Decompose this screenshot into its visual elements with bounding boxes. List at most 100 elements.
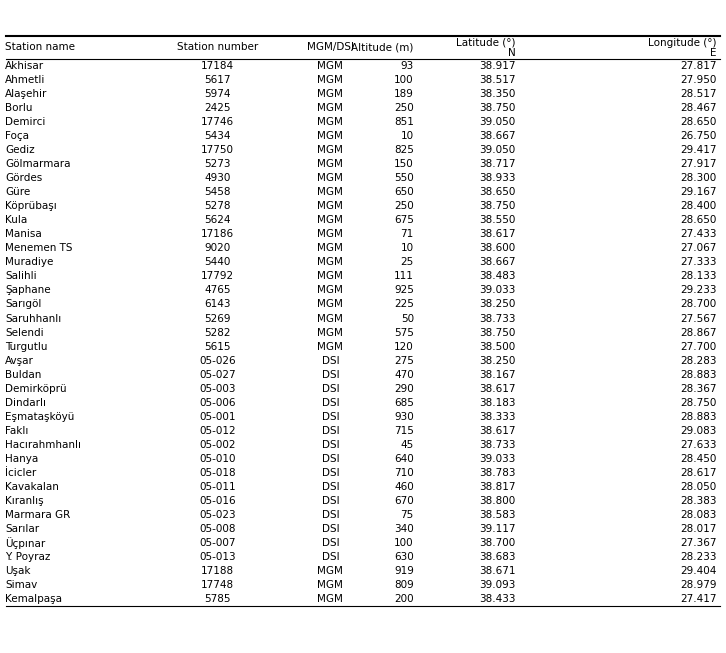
Text: 5624: 5624 <box>205 215 231 225</box>
Text: 851: 851 <box>394 117 414 127</box>
Text: 28.133: 28.133 <box>680 272 717 281</box>
Text: 38.433: 38.433 <box>479 594 515 604</box>
Text: 28.400: 28.400 <box>680 201 717 211</box>
Text: Uşak: Uşak <box>5 566 30 576</box>
Text: 38.617: 38.617 <box>479 384 515 394</box>
Text: MGM: MGM <box>317 75 343 85</box>
Text: MGM: MGM <box>317 229 343 239</box>
Text: 38.733: 38.733 <box>479 440 515 450</box>
Text: 38.683: 38.683 <box>479 552 515 562</box>
Text: MGM: MGM <box>317 342 343 351</box>
Text: 28.367: 28.367 <box>680 384 717 394</box>
Text: DSI: DSI <box>322 510 339 520</box>
Text: 825: 825 <box>394 145 414 155</box>
Text: 4930: 4930 <box>205 173 231 183</box>
Text: 38.671: 38.671 <box>479 566 515 576</box>
Text: 05-003: 05-003 <box>200 384 236 394</box>
Text: İcicler: İcicler <box>5 468 36 478</box>
Text: Borlu: Borlu <box>5 103 33 113</box>
Text: 4765: 4765 <box>205 285 231 295</box>
Text: 26.750: 26.750 <box>680 131 717 141</box>
Text: MGM: MGM <box>317 61 343 71</box>
Text: 675: 675 <box>394 215 414 225</box>
Text: 9020: 9020 <box>205 244 231 253</box>
Text: 27.633: 27.633 <box>680 440 717 450</box>
Text: 75: 75 <box>401 510 414 520</box>
Text: 38.183: 38.183 <box>479 398 515 407</box>
Text: 05-010: 05-010 <box>200 454 236 464</box>
Text: 38.350: 38.350 <box>479 89 515 99</box>
Text: MGM: MGM <box>317 159 343 169</box>
Text: 27.817: 27.817 <box>680 61 717 71</box>
Text: Y. Poyraz: Y. Poyraz <box>5 552 51 562</box>
Text: 28.450: 28.450 <box>680 454 717 464</box>
Text: 28.050: 28.050 <box>680 482 717 492</box>
Text: 575: 575 <box>394 328 414 338</box>
Text: 28.979: 28.979 <box>680 581 717 590</box>
Text: 10: 10 <box>401 244 414 253</box>
Text: DSI: DSI <box>322 356 339 366</box>
Text: DSI: DSI <box>322 440 339 450</box>
Text: 120: 120 <box>394 342 414 351</box>
Text: MGM: MGM <box>317 117 343 127</box>
Text: 630: 630 <box>394 552 414 562</box>
Text: Longitude (°): Longitude (°) <box>648 38 717 48</box>
Text: Gediz: Gediz <box>5 145 35 155</box>
Text: 27.433: 27.433 <box>680 229 717 239</box>
Text: 27.917: 27.917 <box>680 159 717 169</box>
Text: DSI: DSI <box>322 524 339 534</box>
Text: 111: 111 <box>394 272 414 281</box>
Text: 38.483: 38.483 <box>479 272 515 281</box>
Text: 28.283: 28.283 <box>680 356 717 366</box>
Text: 38.250: 38.250 <box>479 356 515 366</box>
Text: MGM: MGM <box>317 581 343 590</box>
Text: 27.333: 27.333 <box>680 257 717 267</box>
Text: Sarıgöl: Sarıgöl <box>5 300 41 310</box>
Text: E: E <box>710 48 717 58</box>
Text: Turgutlu: Turgutlu <box>5 342 48 351</box>
Text: 28.883: 28.883 <box>680 412 717 422</box>
Text: 6143: 6143 <box>205 300 231 310</box>
Text: DSI: DSI <box>322 552 339 562</box>
Text: 5785: 5785 <box>205 594 231 604</box>
Text: DSI: DSI <box>322 454 339 464</box>
Text: MGM: MGM <box>317 244 343 253</box>
Text: 5434: 5434 <box>205 131 231 141</box>
Text: 38.650: 38.650 <box>479 187 515 197</box>
Text: 28.517: 28.517 <box>680 89 717 99</box>
Text: Station name: Station name <box>5 42 75 52</box>
Text: 38.167: 38.167 <box>479 370 515 379</box>
Text: DSI: DSI <box>322 468 339 478</box>
Text: 05-023: 05-023 <box>200 510 236 520</box>
Text: DSI: DSI <box>322 538 339 548</box>
Text: 290: 290 <box>394 384 414 394</box>
Text: 38.500: 38.500 <box>479 342 515 351</box>
Text: MGM: MGM <box>317 313 343 323</box>
Text: 28.467: 28.467 <box>680 103 717 113</box>
Text: Kemalpaşa: Kemalpaşa <box>5 594 62 604</box>
Text: 2425: 2425 <box>205 103 231 113</box>
Text: 28.750: 28.750 <box>680 398 717 407</box>
Text: 5974: 5974 <box>205 89 231 99</box>
Text: Demirköprü: Demirköprü <box>5 384 67 394</box>
Text: 38.917: 38.917 <box>479 61 515 71</box>
Text: 39.033: 39.033 <box>479 454 515 464</box>
Text: Kıranlış: Kıranlış <box>5 496 44 506</box>
Text: 05-027: 05-027 <box>200 370 236 379</box>
Text: Salihli: Salihli <box>5 272 37 281</box>
Text: 05-002: 05-002 <box>200 440 236 450</box>
Text: 5440: 5440 <box>205 257 231 267</box>
Text: Hanya: Hanya <box>5 454 38 464</box>
Text: 39.050: 39.050 <box>479 117 515 127</box>
Text: Ahmetli: Ahmetli <box>5 75 46 85</box>
Text: 919: 919 <box>394 566 414 576</box>
Text: 28.617: 28.617 <box>680 468 717 478</box>
Text: Kavakalan: Kavakalan <box>5 482 59 492</box>
Text: 28.233: 28.233 <box>680 552 717 562</box>
Text: MGM/DSI: MGM/DSI <box>307 42 354 52</box>
Text: 71: 71 <box>401 229 414 239</box>
Text: 189: 189 <box>394 89 414 99</box>
Text: 100: 100 <box>394 538 414 548</box>
Text: 225: 225 <box>394 300 414 310</box>
Text: 05-012: 05-012 <box>200 426 236 436</box>
